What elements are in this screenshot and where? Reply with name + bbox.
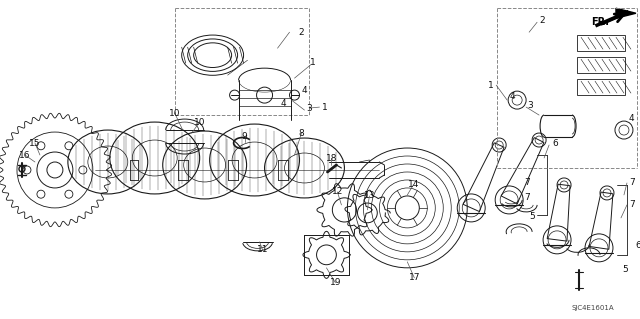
Text: 7: 7 xyxy=(524,193,530,203)
Text: 5: 5 xyxy=(622,265,628,274)
Text: 7: 7 xyxy=(629,200,635,210)
Text: 4: 4 xyxy=(301,85,307,95)
Text: 17: 17 xyxy=(408,273,420,282)
Text: 3: 3 xyxy=(527,100,533,110)
Text: 12: 12 xyxy=(332,188,343,197)
Text: 10: 10 xyxy=(194,118,205,127)
Text: 2: 2 xyxy=(539,16,545,25)
Text: 4: 4 xyxy=(629,114,635,122)
Text: 1: 1 xyxy=(488,81,494,90)
Text: 14: 14 xyxy=(408,181,419,189)
Text: SJC4E1601A: SJC4E1601A xyxy=(572,305,614,311)
Text: 13: 13 xyxy=(364,191,375,200)
Text: FR.: FR. xyxy=(591,17,609,27)
Text: 2: 2 xyxy=(299,28,304,37)
Text: 18: 18 xyxy=(326,153,337,162)
Bar xyxy=(577,57,625,73)
Text: 11: 11 xyxy=(257,245,268,254)
Bar xyxy=(577,35,625,51)
Text: 10: 10 xyxy=(169,108,180,118)
Bar xyxy=(577,79,625,95)
Polygon shape xyxy=(616,8,636,18)
Text: 5: 5 xyxy=(529,212,535,221)
Text: 6: 6 xyxy=(552,138,558,147)
Text: 8: 8 xyxy=(299,129,305,137)
Text: 1: 1 xyxy=(321,103,327,112)
Text: 4: 4 xyxy=(509,92,515,100)
Text: 16: 16 xyxy=(19,151,31,160)
Text: 7: 7 xyxy=(524,178,530,188)
Text: 4: 4 xyxy=(281,99,286,108)
Text: 6: 6 xyxy=(635,241,640,250)
Text: 1: 1 xyxy=(310,58,316,67)
Text: 3: 3 xyxy=(307,104,312,113)
Text: 15: 15 xyxy=(29,138,41,147)
Text: 9: 9 xyxy=(242,131,248,141)
Text: 7: 7 xyxy=(629,178,635,188)
Text: 19: 19 xyxy=(330,278,341,287)
